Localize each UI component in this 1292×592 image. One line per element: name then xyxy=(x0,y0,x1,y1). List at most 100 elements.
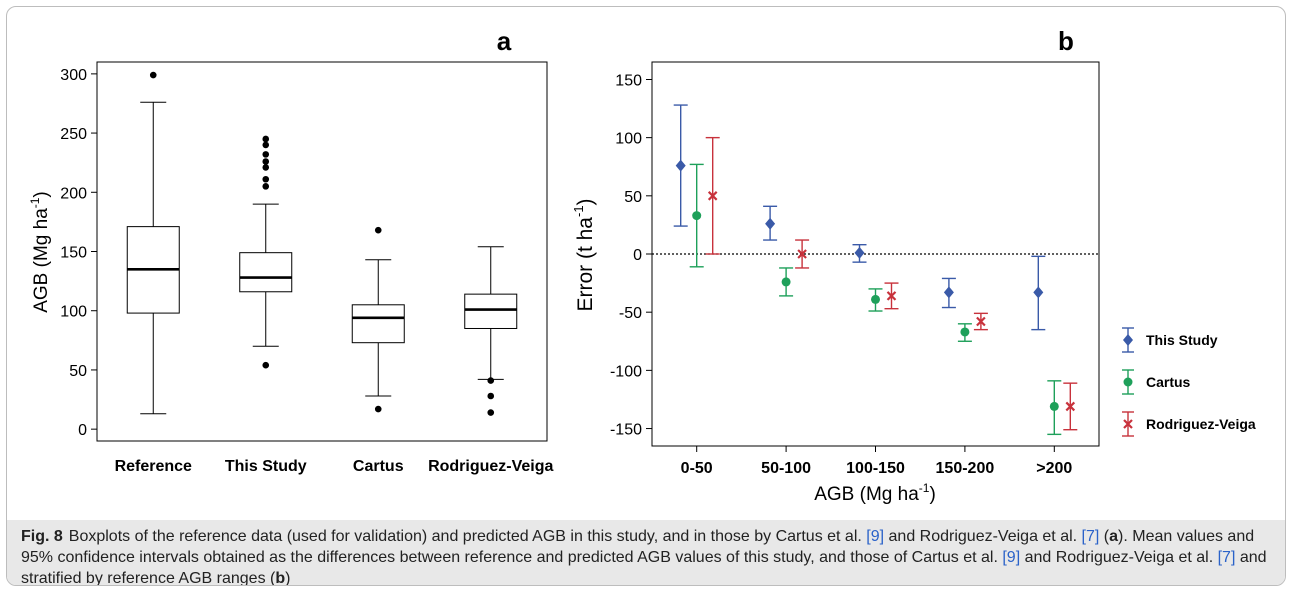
outlier-point xyxy=(149,71,157,79)
boxplot-boxes xyxy=(126,71,518,416)
errorbar-panel: -150 -100 -50 0 50 100 150 0-50 50-100 100-150 15… xyxy=(571,61,1256,505)
legend-label: Rodriguez-Veiga xyxy=(1146,416,1256,432)
panel-letter-b: b xyxy=(1058,26,1074,56)
mean-marker xyxy=(886,291,897,301)
error-bar xyxy=(868,288,883,312)
mean-marker xyxy=(1049,401,1059,411)
box-iqr xyxy=(351,304,405,344)
outlier-point xyxy=(374,226,382,234)
y-tick-label: 150 xyxy=(60,245,87,262)
citation-link[interactable]: [9] xyxy=(866,528,885,545)
series-diamond xyxy=(673,104,1046,331)
category-label: 100-150 xyxy=(846,460,905,477)
panel-letter-a: a xyxy=(497,26,512,56)
series-cross xyxy=(705,136,1078,431)
mean-marker xyxy=(692,211,702,221)
legend-label: This Study xyxy=(1146,332,1218,348)
boxplot-box xyxy=(126,71,180,415)
error-bar xyxy=(852,243,867,263)
mean-marker xyxy=(765,217,776,230)
caption-text: and Rodriguez-Veiga et al. xyxy=(1020,549,1218,566)
error-bar xyxy=(689,163,704,268)
mean-marker xyxy=(675,159,686,172)
caption-text: and Rodriguez-Veiga et al. xyxy=(884,528,1082,545)
citation-link[interactable]: [9] xyxy=(1002,549,1021,566)
outlier-point xyxy=(487,392,495,400)
outlier-point xyxy=(262,135,270,143)
figure-canvas: a b 0 50 100 150 200 250 300 Reference This Stu… xyxy=(28,26,1256,505)
outlier-point xyxy=(262,361,270,369)
legend-item: Cartus xyxy=(1122,369,1191,395)
boxplot-x-axis: Reference This Study Cartus Rodriguez-Veiga xyxy=(115,458,554,475)
mean-marker xyxy=(1065,401,1076,412)
outlier-point xyxy=(374,405,382,413)
category-label: >200 xyxy=(1036,460,1072,477)
citation-link[interactable]: [7] xyxy=(1081,528,1100,545)
error-bar xyxy=(779,267,794,297)
category-label: Cartus xyxy=(353,458,404,475)
error-bar xyxy=(884,282,899,310)
errorbar-y-axis: -150 -100 -50 0 50 100 150 xyxy=(610,72,652,439)
boxplot-y-axis: 0 50 100 150 200 250 300 xyxy=(60,67,97,439)
y-tick-label: 150 xyxy=(615,72,642,89)
mean-marker xyxy=(976,316,986,327)
outlier-point xyxy=(262,151,270,158)
outlier-point xyxy=(487,377,495,384)
errorbar-x-axis-label: AGB (Mg ha-1) xyxy=(814,481,936,505)
category-label: Rodriguez-Veiga xyxy=(428,458,553,475)
mean-marker xyxy=(1033,286,1044,299)
caption-panel-ref: b xyxy=(275,570,286,586)
legend-marker xyxy=(1123,377,1133,387)
outlier-point xyxy=(262,164,270,171)
boxplot-panel: 0 50 100 150 200 250 300 Reference This Study Ca… xyxy=(28,61,554,475)
caption-text: ). Mean values and 95% confidence interv… xyxy=(21,528,1255,566)
y-tick-label: 100 xyxy=(60,304,87,321)
mean-marker xyxy=(943,286,954,299)
category-label: 150-200 xyxy=(936,460,995,477)
error-bar xyxy=(705,136,720,255)
y-tick-label: 250 xyxy=(60,126,87,143)
caption-panel-ref: a xyxy=(1109,528,1119,545)
y-tick-label: 50 xyxy=(69,363,87,380)
box-iqr xyxy=(239,252,293,293)
figure-frame: a b 0 50 100 150 200 250 300 Reference This Stu… xyxy=(6,6,1286,586)
errorbar-x-axis: 0-50 50-100 100-150 150-200 >200 xyxy=(681,446,1072,477)
caption-text: and stratified by reference AGB ranges ( xyxy=(21,549,1267,586)
error-bar xyxy=(1047,380,1062,436)
series-circle xyxy=(689,163,1062,436)
y-tick-label: 100 xyxy=(615,131,642,148)
error-bar xyxy=(1063,382,1078,431)
y-tick-label: 200 xyxy=(60,185,87,202)
caption-text: ( xyxy=(1099,528,1110,545)
boxplot-box xyxy=(351,226,405,413)
legend-marker xyxy=(1123,334,1133,346)
mean-marker xyxy=(960,327,970,337)
mean-marker xyxy=(781,277,791,287)
mean-marker xyxy=(707,191,718,201)
figure-caption: Fig. 8 Boxplots of the reference data (us… xyxy=(7,520,1285,586)
citation-link[interactable]: [7] xyxy=(1217,549,1236,566)
legend: This Study Cartus Rodriguez-Veiga xyxy=(1122,327,1256,437)
error-bar xyxy=(1031,255,1046,331)
boxplot-box xyxy=(464,246,518,416)
y-tick-label: -100 xyxy=(610,363,642,380)
boxplot-y-axis-label: AGB (Mg ha-1) xyxy=(28,191,52,313)
mean-marker xyxy=(854,246,865,259)
legend-item: This Study xyxy=(1122,327,1218,353)
mean-marker xyxy=(871,294,880,304)
errorbar-series xyxy=(673,104,1078,436)
error-bar xyxy=(763,205,778,241)
mean-marker xyxy=(797,249,807,259)
caption-label: Fig. 8 xyxy=(21,528,63,545)
y-tick-label: 300 xyxy=(60,67,87,84)
y-tick-label: -50 xyxy=(619,305,642,322)
error-bar xyxy=(795,239,810,269)
category-label: 0-50 xyxy=(681,460,713,477)
y-tick-label: 50 xyxy=(624,189,642,206)
error-bar xyxy=(957,323,972,342)
legend-item: Rodriguez-Veiga xyxy=(1122,411,1256,437)
error-bar xyxy=(941,277,956,309)
y-tick-label: 0 xyxy=(78,422,87,439)
y-tick-label: -150 xyxy=(610,422,642,439)
category-label: Reference xyxy=(115,458,192,475)
